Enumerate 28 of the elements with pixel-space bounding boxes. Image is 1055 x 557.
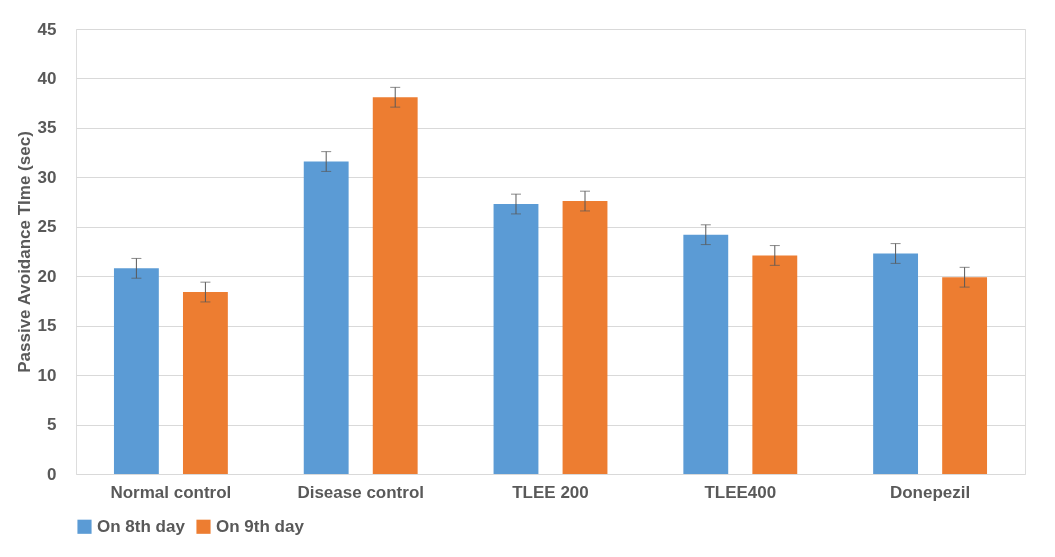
x-tick-label: Donepezil: [889, 482, 971, 502]
bar: [873, 253, 919, 474]
x-tick-label: Normal control: [110, 482, 232, 502]
y-axis-title: Passive Avoidance TIme (sec): [14, 131, 34, 373]
y-tick-label: 30: [37, 167, 57, 187]
y-tick-label: 10: [37, 365, 57, 385]
bar: [562, 201, 608, 474]
bar: [683, 234, 729, 474]
y-tick-label: 5: [47, 415, 57, 435]
legend-label: On 9th day: [216, 516, 305, 536]
y-tick-label: 45: [37, 19, 57, 39]
bar: [942, 277, 988, 474]
bar: [493, 204, 539, 474]
x-tick-label: TLEE400: [704, 482, 777, 502]
bar: [303, 161, 349, 474]
bar: [182, 292, 228, 474]
bar: [372, 97, 418, 474]
bar: [752, 255, 798, 474]
x-tick-label: Disease control: [297, 482, 424, 502]
y-tick-label: 0: [47, 464, 57, 484]
y-tick-label: 20: [37, 266, 57, 286]
y-tick-label: 15: [37, 316, 57, 336]
legend-label: On 8th day: [97, 516, 186, 536]
x-tick-label: TLEE 200: [512, 482, 589, 502]
y-tick-label: 35: [37, 118, 57, 138]
y-tick-label: 40: [37, 68, 57, 88]
y-tick-label: 25: [37, 217, 57, 237]
bar: [113, 268, 159, 474]
